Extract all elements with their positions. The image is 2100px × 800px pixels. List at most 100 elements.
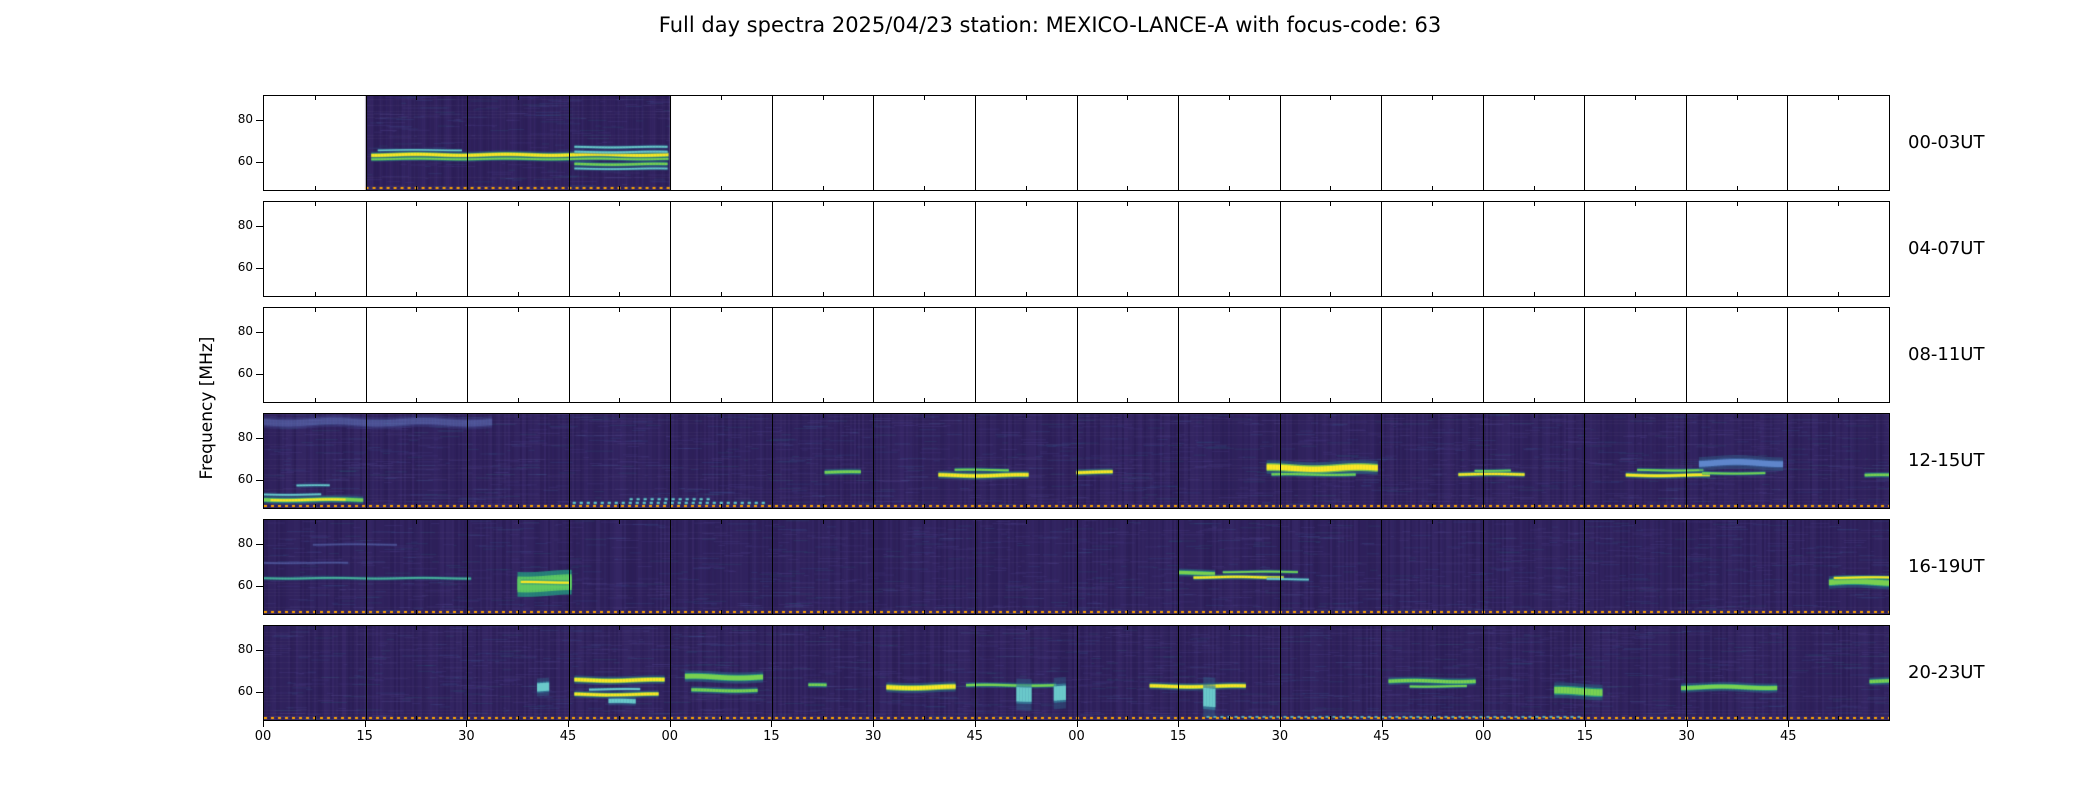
x-tick-label: 30 — [1271, 729, 1289, 744]
cell-tick-bottom — [822, 610, 824, 614]
x-tick-mark — [1178, 721, 1180, 727]
y-tick-label: 80 — [237, 112, 253, 127]
cell-tick-bottom — [1127, 504, 1129, 508]
cell-tick-top — [314, 96, 316, 100]
cell-tick-top — [1431, 308, 1433, 312]
cell-divider — [1279, 308, 1281, 402]
cell-tick-top — [619, 202, 621, 206]
cell-divider — [974, 96, 976, 190]
cell-tick-top — [1635, 308, 1637, 312]
cell-divider — [1381, 626, 1383, 720]
cell-tick-bottom — [1330, 292, 1332, 296]
cell-divider — [1178, 308, 1180, 402]
cell-tick-bottom — [1228, 716, 1230, 720]
chart-title: Full day spectra 2025/04/23 station: MEX… — [658, 13, 1442, 37]
cell-divider — [1482, 626, 1484, 720]
cell-tick-bottom — [924, 398, 926, 402]
cell-tick-bottom — [1431, 292, 1433, 296]
x-tick-label: 00 — [1068, 729, 1085, 744]
cell-divider — [1685, 96, 1687, 190]
cell-tick-top — [517, 414, 519, 418]
cell-divider — [1482, 202, 1484, 296]
cell-tick-top — [1330, 626, 1332, 630]
cell-divider — [1584, 202, 1586, 296]
cell-divider — [1381, 308, 1383, 402]
x-tick-mark — [568, 721, 570, 727]
cell-tick-top — [1635, 202, 1637, 206]
cell-tick-bottom — [416, 504, 418, 508]
cell-tick-bottom — [1431, 716, 1433, 720]
cell-divider — [1685, 202, 1687, 296]
cell-tick-top — [1330, 202, 1332, 206]
cell-tick-top — [1736, 308, 1738, 312]
cell-tick-bottom — [416, 398, 418, 402]
y-tick-label: 80 — [237, 324, 253, 339]
cell-tick-top — [1533, 308, 1535, 312]
cell-divider — [974, 626, 976, 720]
cell-divider — [670, 626, 672, 720]
cell-tick-bottom — [619, 186, 621, 190]
cell-tick-top — [1228, 202, 1230, 206]
cell-tick-top — [924, 202, 926, 206]
cell-tick-bottom — [1025, 504, 1027, 508]
cell-tick-bottom — [1431, 504, 1433, 508]
cell-tick-top — [1431, 520, 1433, 524]
cell-tick-top — [1127, 308, 1129, 312]
cell-tick-bottom — [924, 610, 926, 614]
cell-tick-bottom — [924, 504, 926, 508]
y-tick-label: 80 — [237, 642, 253, 657]
cell-divider — [1178, 626, 1180, 720]
cell-tick-top — [1736, 520, 1738, 524]
cell-divider — [365, 96, 367, 190]
x-tick-mark — [1686, 721, 1688, 727]
cell-divider — [365, 626, 367, 720]
y-tick-mark — [256, 585, 263, 587]
cell-tick-top — [1127, 202, 1129, 206]
cell-tick-top — [822, 520, 824, 524]
cell-tick-bottom — [1533, 398, 1535, 402]
cell-tick-bottom — [1533, 292, 1535, 296]
cell-tick-bottom — [517, 610, 519, 614]
cell-tick-top — [1635, 96, 1637, 100]
cell-tick-top — [1127, 414, 1129, 418]
cell-divider — [365, 308, 367, 402]
row-label: 08-11UT — [1908, 344, 1985, 365]
cell-tick-top — [1330, 96, 1332, 100]
cell-tick-top — [1736, 96, 1738, 100]
x-tick-label: 30 — [864, 729, 882, 744]
cell-tick-bottom — [721, 292, 723, 296]
y-axis-label: Frequency [MHz] — [197, 336, 217, 480]
cell-tick-top — [1228, 96, 1230, 100]
cell-tick-top — [314, 520, 316, 524]
cell-divider — [467, 202, 469, 296]
cell-divider — [1482, 96, 1484, 190]
cell-tick-top — [1127, 520, 1129, 524]
cell-tick-bottom — [517, 398, 519, 402]
cell-tick-bottom — [1127, 292, 1129, 296]
cell-tick-bottom — [314, 398, 316, 402]
y-tick-label: 80 — [237, 218, 253, 233]
y-tick-mark — [256, 691, 263, 693]
cell-tick-top — [1431, 202, 1433, 206]
x-tick-mark — [669, 721, 671, 727]
x-tick-label: 00 — [661, 729, 679, 744]
cell-tick-bottom — [1330, 186, 1332, 190]
cell-divider — [670, 414, 672, 508]
cell-tick-bottom — [1533, 504, 1535, 508]
cell-tick-bottom — [1533, 716, 1535, 720]
cell-divider — [1381, 96, 1383, 190]
y-tick-mark — [256, 479, 263, 481]
cell-tick-top — [1533, 520, 1535, 524]
cell-divider — [873, 626, 875, 720]
y-tick-label: 60 — [237, 577, 253, 592]
cell-tick-top — [314, 626, 316, 630]
x-tick-mark — [364, 721, 366, 727]
cell-tick-top — [517, 202, 519, 206]
cell-tick-bottom — [1635, 292, 1637, 296]
x-tick-label: 15 — [1169, 729, 1187, 744]
cell-divider — [873, 308, 875, 402]
cell-tick-bottom — [1736, 716, 1738, 720]
cell-tick-top — [1533, 626, 1535, 630]
panel-row — [263, 201, 1890, 297]
cell-tick-top — [1025, 520, 1027, 524]
